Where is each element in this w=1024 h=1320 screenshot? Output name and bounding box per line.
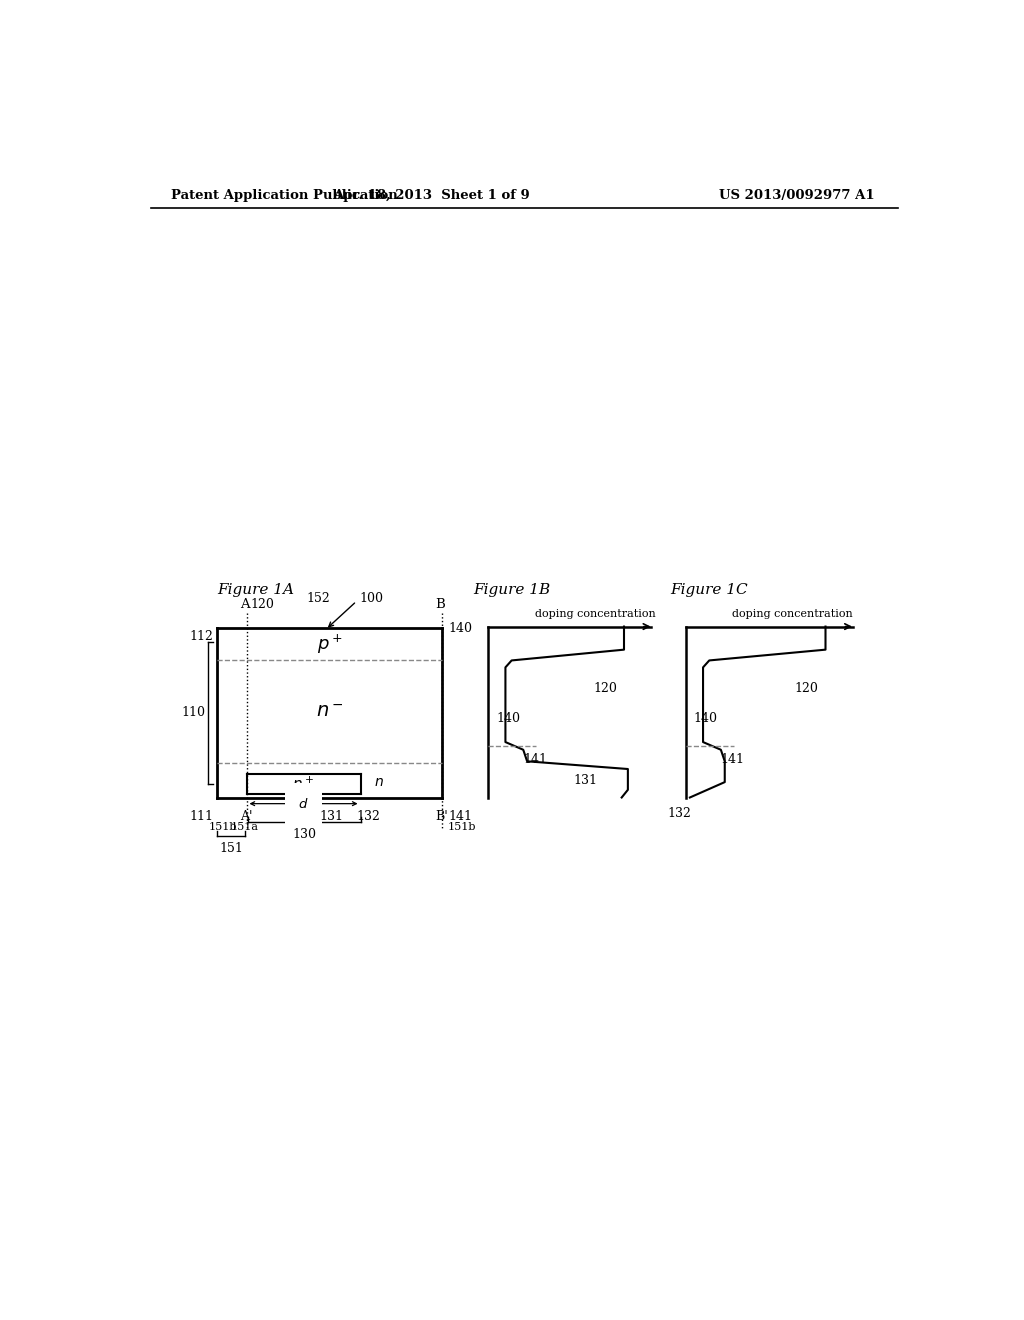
Text: 140: 140 xyxy=(693,713,718,726)
Text: 131: 131 xyxy=(319,810,343,822)
Text: 120: 120 xyxy=(593,681,616,694)
Text: $n^+$: $n^+$ xyxy=(293,775,314,793)
Text: 120: 120 xyxy=(251,598,274,611)
Text: 151a: 151a xyxy=(230,822,258,832)
Text: A: A xyxy=(241,598,250,611)
Text: Apr. 18, 2013  Sheet 1 of 9: Apr. 18, 2013 Sheet 1 of 9 xyxy=(334,189,530,202)
Text: 141: 141 xyxy=(721,754,744,767)
Text: A': A' xyxy=(241,810,253,822)
Text: B: B xyxy=(435,598,445,611)
Text: doping concentration: doping concentration xyxy=(535,609,655,619)
Text: Figure 1A: Figure 1A xyxy=(217,583,294,598)
Text: 110: 110 xyxy=(181,706,206,719)
Text: 120: 120 xyxy=(795,681,818,694)
Text: 141: 141 xyxy=(523,754,547,767)
Text: 112: 112 xyxy=(189,631,213,643)
Text: 151b: 151b xyxy=(209,822,238,832)
Text: 141: 141 xyxy=(449,810,472,822)
Text: $d$: $d$ xyxy=(298,797,309,810)
Text: $n^-$: $n^-$ xyxy=(315,702,343,721)
Text: Figure 1B: Figure 1B xyxy=(473,583,550,598)
Text: 132: 132 xyxy=(356,810,381,822)
Text: 151: 151 xyxy=(219,842,243,855)
Text: Figure 1C: Figure 1C xyxy=(671,583,749,598)
Text: 131: 131 xyxy=(573,774,598,787)
Text: B': B' xyxy=(435,810,449,822)
Text: doping concentration: doping concentration xyxy=(732,609,853,619)
Text: 100: 100 xyxy=(359,593,383,606)
Text: Patent Application Publication: Patent Application Publication xyxy=(171,189,397,202)
Text: 152: 152 xyxy=(306,593,330,606)
Text: $p^+$: $p^+$ xyxy=(316,632,342,656)
Text: 111: 111 xyxy=(189,810,213,822)
Text: 151b: 151b xyxy=(449,822,476,832)
Text: $n$: $n$ xyxy=(375,775,384,789)
Text: 140: 140 xyxy=(449,622,472,635)
Text: 132: 132 xyxy=(668,807,692,820)
Text: US 2013/0092977 A1: US 2013/0092977 A1 xyxy=(719,189,874,202)
Text: 140: 140 xyxy=(496,713,520,726)
Text: 130: 130 xyxy=(292,829,316,841)
